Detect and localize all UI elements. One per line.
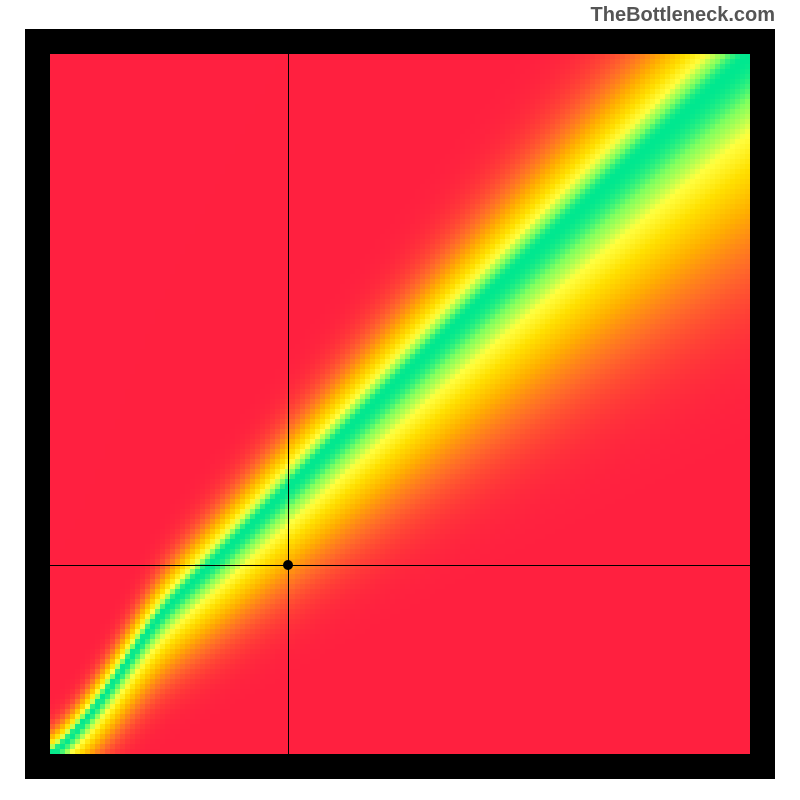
marker-point	[283, 560, 293, 570]
heatmap-canvas	[50, 54, 750, 754]
crosshair-vertical	[288, 54, 289, 754]
attribution-text: TheBottleneck.com	[25, 0, 775, 29]
crosshair-horizontal	[50, 565, 750, 566]
plot-area	[50, 54, 750, 754]
plot-outer-frame	[25, 29, 775, 779]
